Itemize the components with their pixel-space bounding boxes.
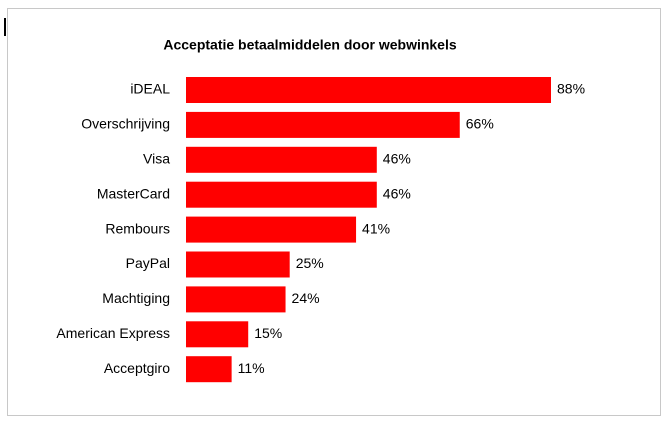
value-label: 46% (383, 151, 411, 167)
bar (186, 146, 377, 173)
value-label: 46% (383, 185, 411, 201)
y-tick-label: Overschrijving (81, 116, 170, 132)
value-label: 25% (296, 255, 324, 271)
bar (186, 216, 357, 243)
y-tick-label: Acceptgiro (104, 360, 170, 376)
chart-title: Acceptatie betaalmiddelen door webwinkel… (163, 37, 457, 53)
value-label: 66% (466, 116, 494, 132)
bar (186, 286, 286, 313)
chart-frame (7, 8, 661, 416)
value-label: 24% (292, 290, 320, 306)
y-tick-label: Visa (143, 151, 170, 167)
y-tick-label: iDEAL (130, 81, 170, 97)
value-label: 88% (557, 81, 585, 97)
value-label: 11% (238, 360, 265, 376)
bar (186, 181, 377, 208)
bar (186, 77, 551, 103)
y-tick-label: American Express (56, 325, 170, 341)
y-tick-label: MasterCard (97, 185, 170, 201)
y-tick-label: Rembours (105, 220, 170, 236)
cursor-mark (4, 18, 6, 36)
value-label: 41% (362, 220, 390, 236)
value-label: 15% (254, 325, 282, 341)
bar (186, 111, 460, 138)
y-tick-label: PayPal (126, 255, 170, 271)
y-tick-label: Machtiging (102, 290, 170, 306)
bar (186, 356, 232, 383)
bar (186, 251, 290, 278)
bar (186, 321, 249, 348)
